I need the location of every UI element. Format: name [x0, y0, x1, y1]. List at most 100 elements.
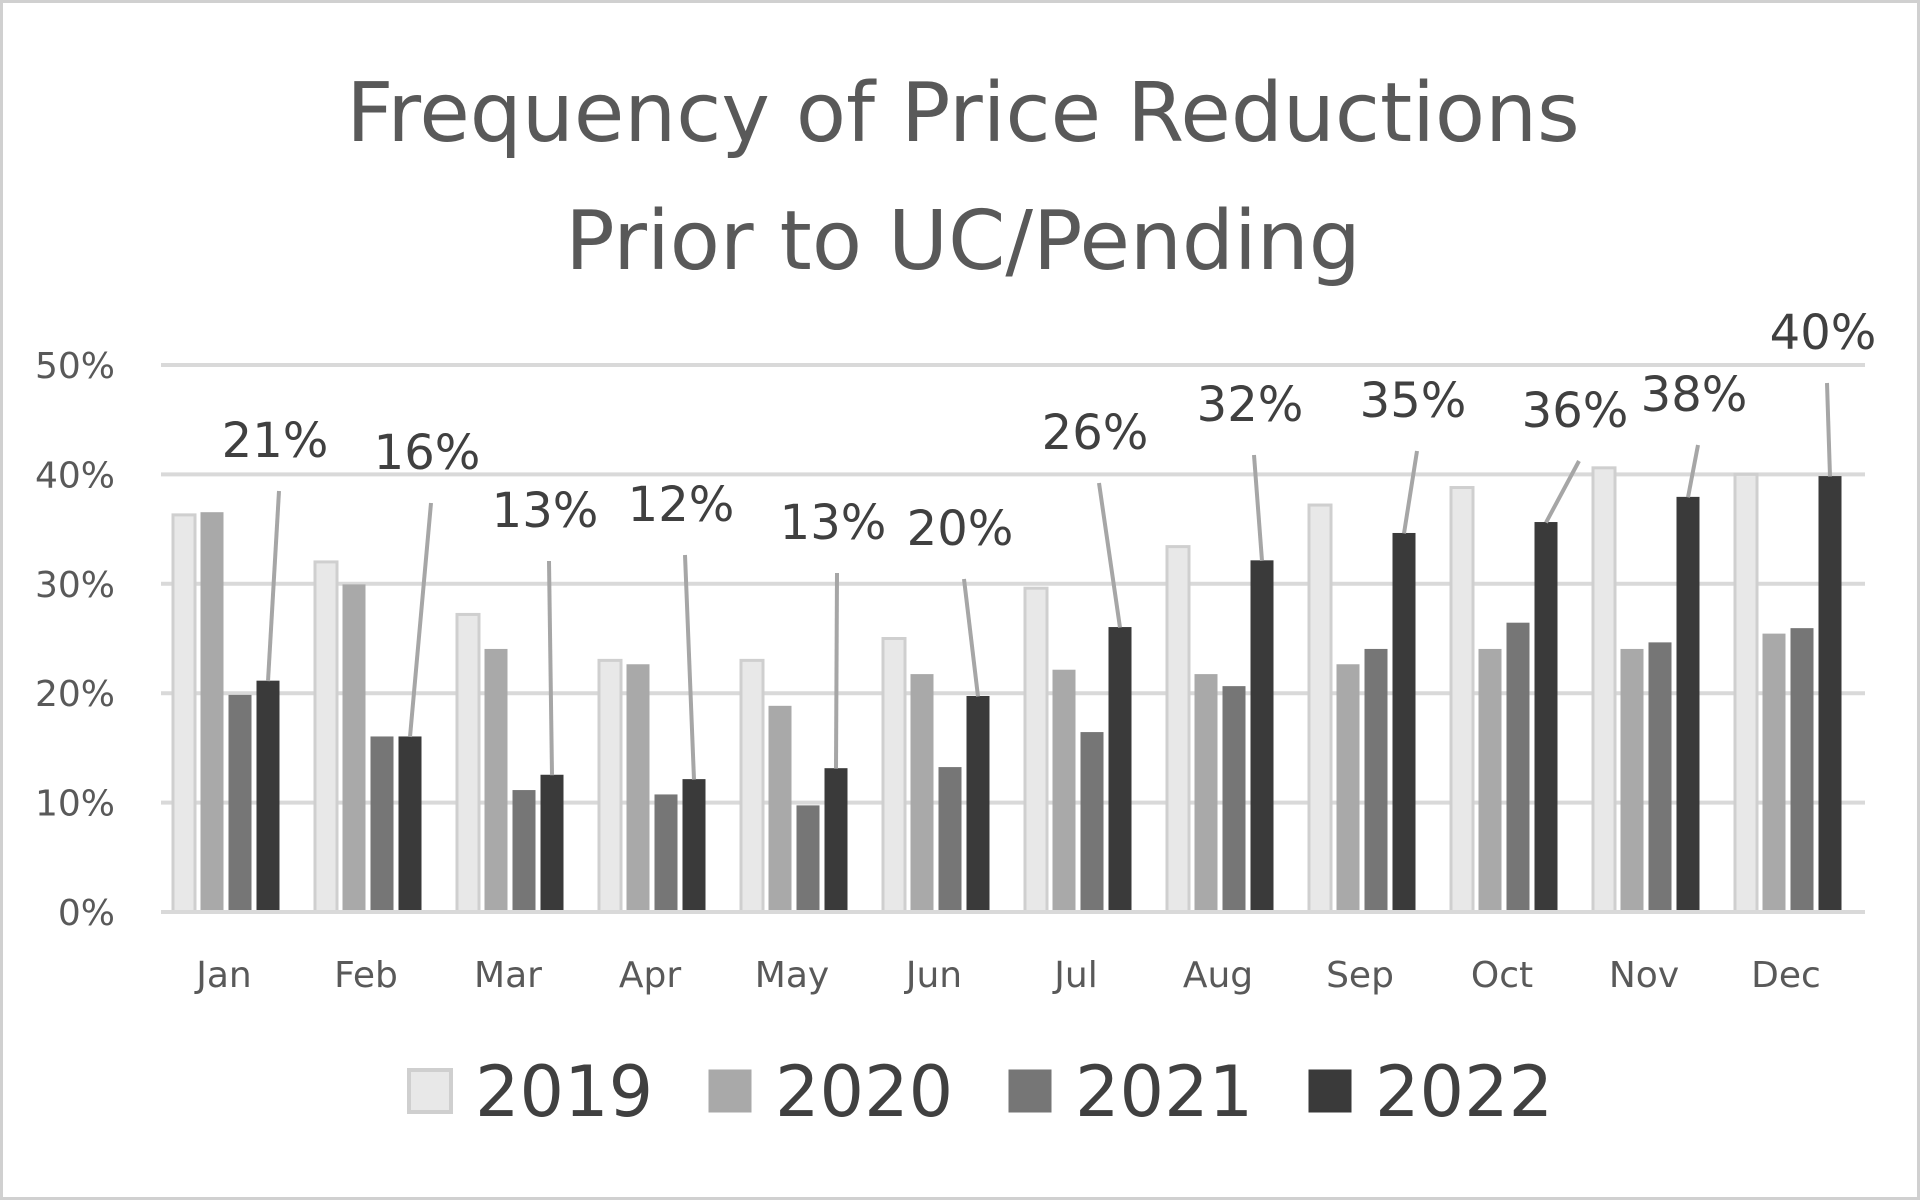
leader-line-feb [408, 502, 433, 738]
x-category-label-sep: Sep [1326, 955, 1394, 996]
data-label-may: 13% [780, 495, 887, 551]
bar-2021-feb [370, 736, 394, 913]
data-label-jun: 20% [907, 501, 1014, 557]
leader-line-apr [683, 554, 696, 780]
y-tick-label-10: 10% [35, 784, 115, 825]
leader-line-jul [1097, 482, 1122, 628]
bar-2019-may [739, 658, 765, 914]
data-label-nov: 38% [1641, 367, 1748, 423]
bar-2019-mar [455, 612, 481, 914]
x-category-label-jan: Jan [194, 955, 252, 996]
bar-2022-mar [540, 774, 564, 913]
x-category-label-mar: Mar [474, 955, 542, 996]
bar-2021-oct [1506, 622, 1530, 913]
bar-2021-mar [512, 790, 536, 913]
bar-2020-apr [626, 664, 650, 913]
x-category-label-dec: Dec [1751, 955, 1821, 996]
leader-line-mar [547, 560, 554, 776]
bar-2019-jun [881, 637, 907, 914]
bar-2020-jun [910, 674, 934, 913]
legend-swatch-2020 [708, 1069, 752, 1113]
bar-2019-oct [1449, 486, 1475, 914]
bar-2020-sep [1336, 664, 1360, 913]
legend-label-2020: 2020 [775, 1051, 953, 1133]
x-axis-category-labels: Jan Feb Mar Apr May Jun Jul Aug Sep Oct Nov Dec [194, 955, 1821, 996]
y-axis-tick-labels: 0% 10% 20% 30% 40% 50% [35, 346, 115, 934]
legend: 2019 2020 2021 2022 [407, 1051, 1553, 1133]
data-label-apr: 12% [628, 477, 735, 533]
x-category-label-aug: Aug [1183, 955, 1253, 996]
bar-2021-nov [1648, 642, 1672, 913]
legend-label-2019: 2019 [475, 1051, 653, 1133]
leader-line-dec [1825, 382, 1832, 477]
bar-2022-aug [1250, 560, 1274, 913]
chart-title-line-1: Frequency of Price Reductions [346, 66, 1580, 161]
y-tick-label-30: 30% [35, 565, 115, 606]
leader-line-aug [1252, 454, 1264, 561]
leader-line-sep [1402, 450, 1419, 534]
bar-2019-aug [1165, 545, 1191, 914]
legend-swatch-2021 [1008, 1069, 1052, 1113]
data-label-mar: 13% [492, 483, 599, 539]
data-label-dec: 40% [1770, 305, 1877, 361]
y-tick-label-0: 0% [58, 893, 115, 934]
bar-2020-oct [1478, 648, 1502, 913]
data-label-leader-lines [266, 382, 1832, 780]
data-labels: 21% 16%13% 12% 13% 20%26% 32% 35% 36% 38%40% [222, 305, 1877, 557]
chart-svg: Frequency of Price Reductions Prior to U… [35, 66, 1877, 1133]
bar-2020-jan [200, 512, 224, 913]
bar-2022-dec [1818, 476, 1842, 913]
bar-2021-dec [1790, 628, 1814, 913]
bar-2022-sep [1392, 532, 1416, 913]
data-label-aug: 32% [1197, 377, 1304, 433]
bar-2020-mar [484, 648, 508, 913]
legend-label-2022: 2022 [1375, 1051, 1553, 1133]
data-label-oct: 36% [1522, 383, 1629, 439]
bar-2022-jan [256, 680, 280, 913]
bar-2022-jun [966, 695, 990, 913]
bar-2021-apr [654, 794, 678, 913]
bar-2021-jun [938, 767, 962, 913]
bar-2019-nov [1591, 466, 1617, 914]
bar-2021-may [796, 805, 820, 913]
x-category-label-apr: Apr [619, 955, 681, 996]
data-label-jan: 21% [222, 413, 329, 469]
bar-2021-jul [1080, 732, 1104, 913]
bars [161, 466, 1865, 914]
y-tick-label-50: 50% [35, 346, 115, 387]
bar-2020-aug [1194, 674, 1218, 913]
x-category-label-jul: Jul [1052, 955, 1097, 996]
legend-swatch-2019 [407, 1068, 453, 1114]
y-tick-label-40: 40% [35, 455, 115, 496]
bar-2022-may [824, 768, 848, 913]
leader-line-jun [962, 578, 980, 697]
bar-2019-feb [313, 560, 339, 914]
x-category-label-jun: Jun [904, 955, 962, 996]
leader-line-may [834, 572, 839, 769]
bar-2020-nov [1620, 648, 1644, 913]
leader-line-jan [266, 490, 281, 682]
bar-2021-sep [1364, 648, 1388, 913]
bar-2019-jan [171, 513, 197, 914]
x-category-label-nov: Nov [1609, 955, 1679, 996]
legend-label-2021: 2021 [1075, 1051, 1253, 1133]
x-category-label-feb: Feb [334, 955, 398, 996]
bar-2020-may [768, 705, 792, 913]
bar-2020-jul [1052, 669, 1076, 913]
bar-2019-jul [1023, 586, 1049, 914]
data-label-sep: 35% [1360, 373, 1467, 429]
x-category-label-may: May [755, 955, 829, 996]
bar-2019-apr [597, 658, 623, 914]
bar-2022-feb [398, 736, 422, 913]
x-category-label-oct: Oct [1471, 955, 1533, 996]
legend-swatch-2022 [1308, 1069, 1352, 1113]
bar-2019-sep [1307, 503, 1333, 914]
y-tick-label-20: 20% [35, 674, 115, 715]
bar-2021-aug [1222, 686, 1246, 913]
bar-2022-oct [1534, 522, 1558, 913]
bar-2022-apr [682, 779, 706, 913]
bar-2020-dec [1762, 633, 1786, 913]
data-label-jul: 26% [1042, 405, 1149, 461]
leader-line-nov [1686, 444, 1700, 498]
